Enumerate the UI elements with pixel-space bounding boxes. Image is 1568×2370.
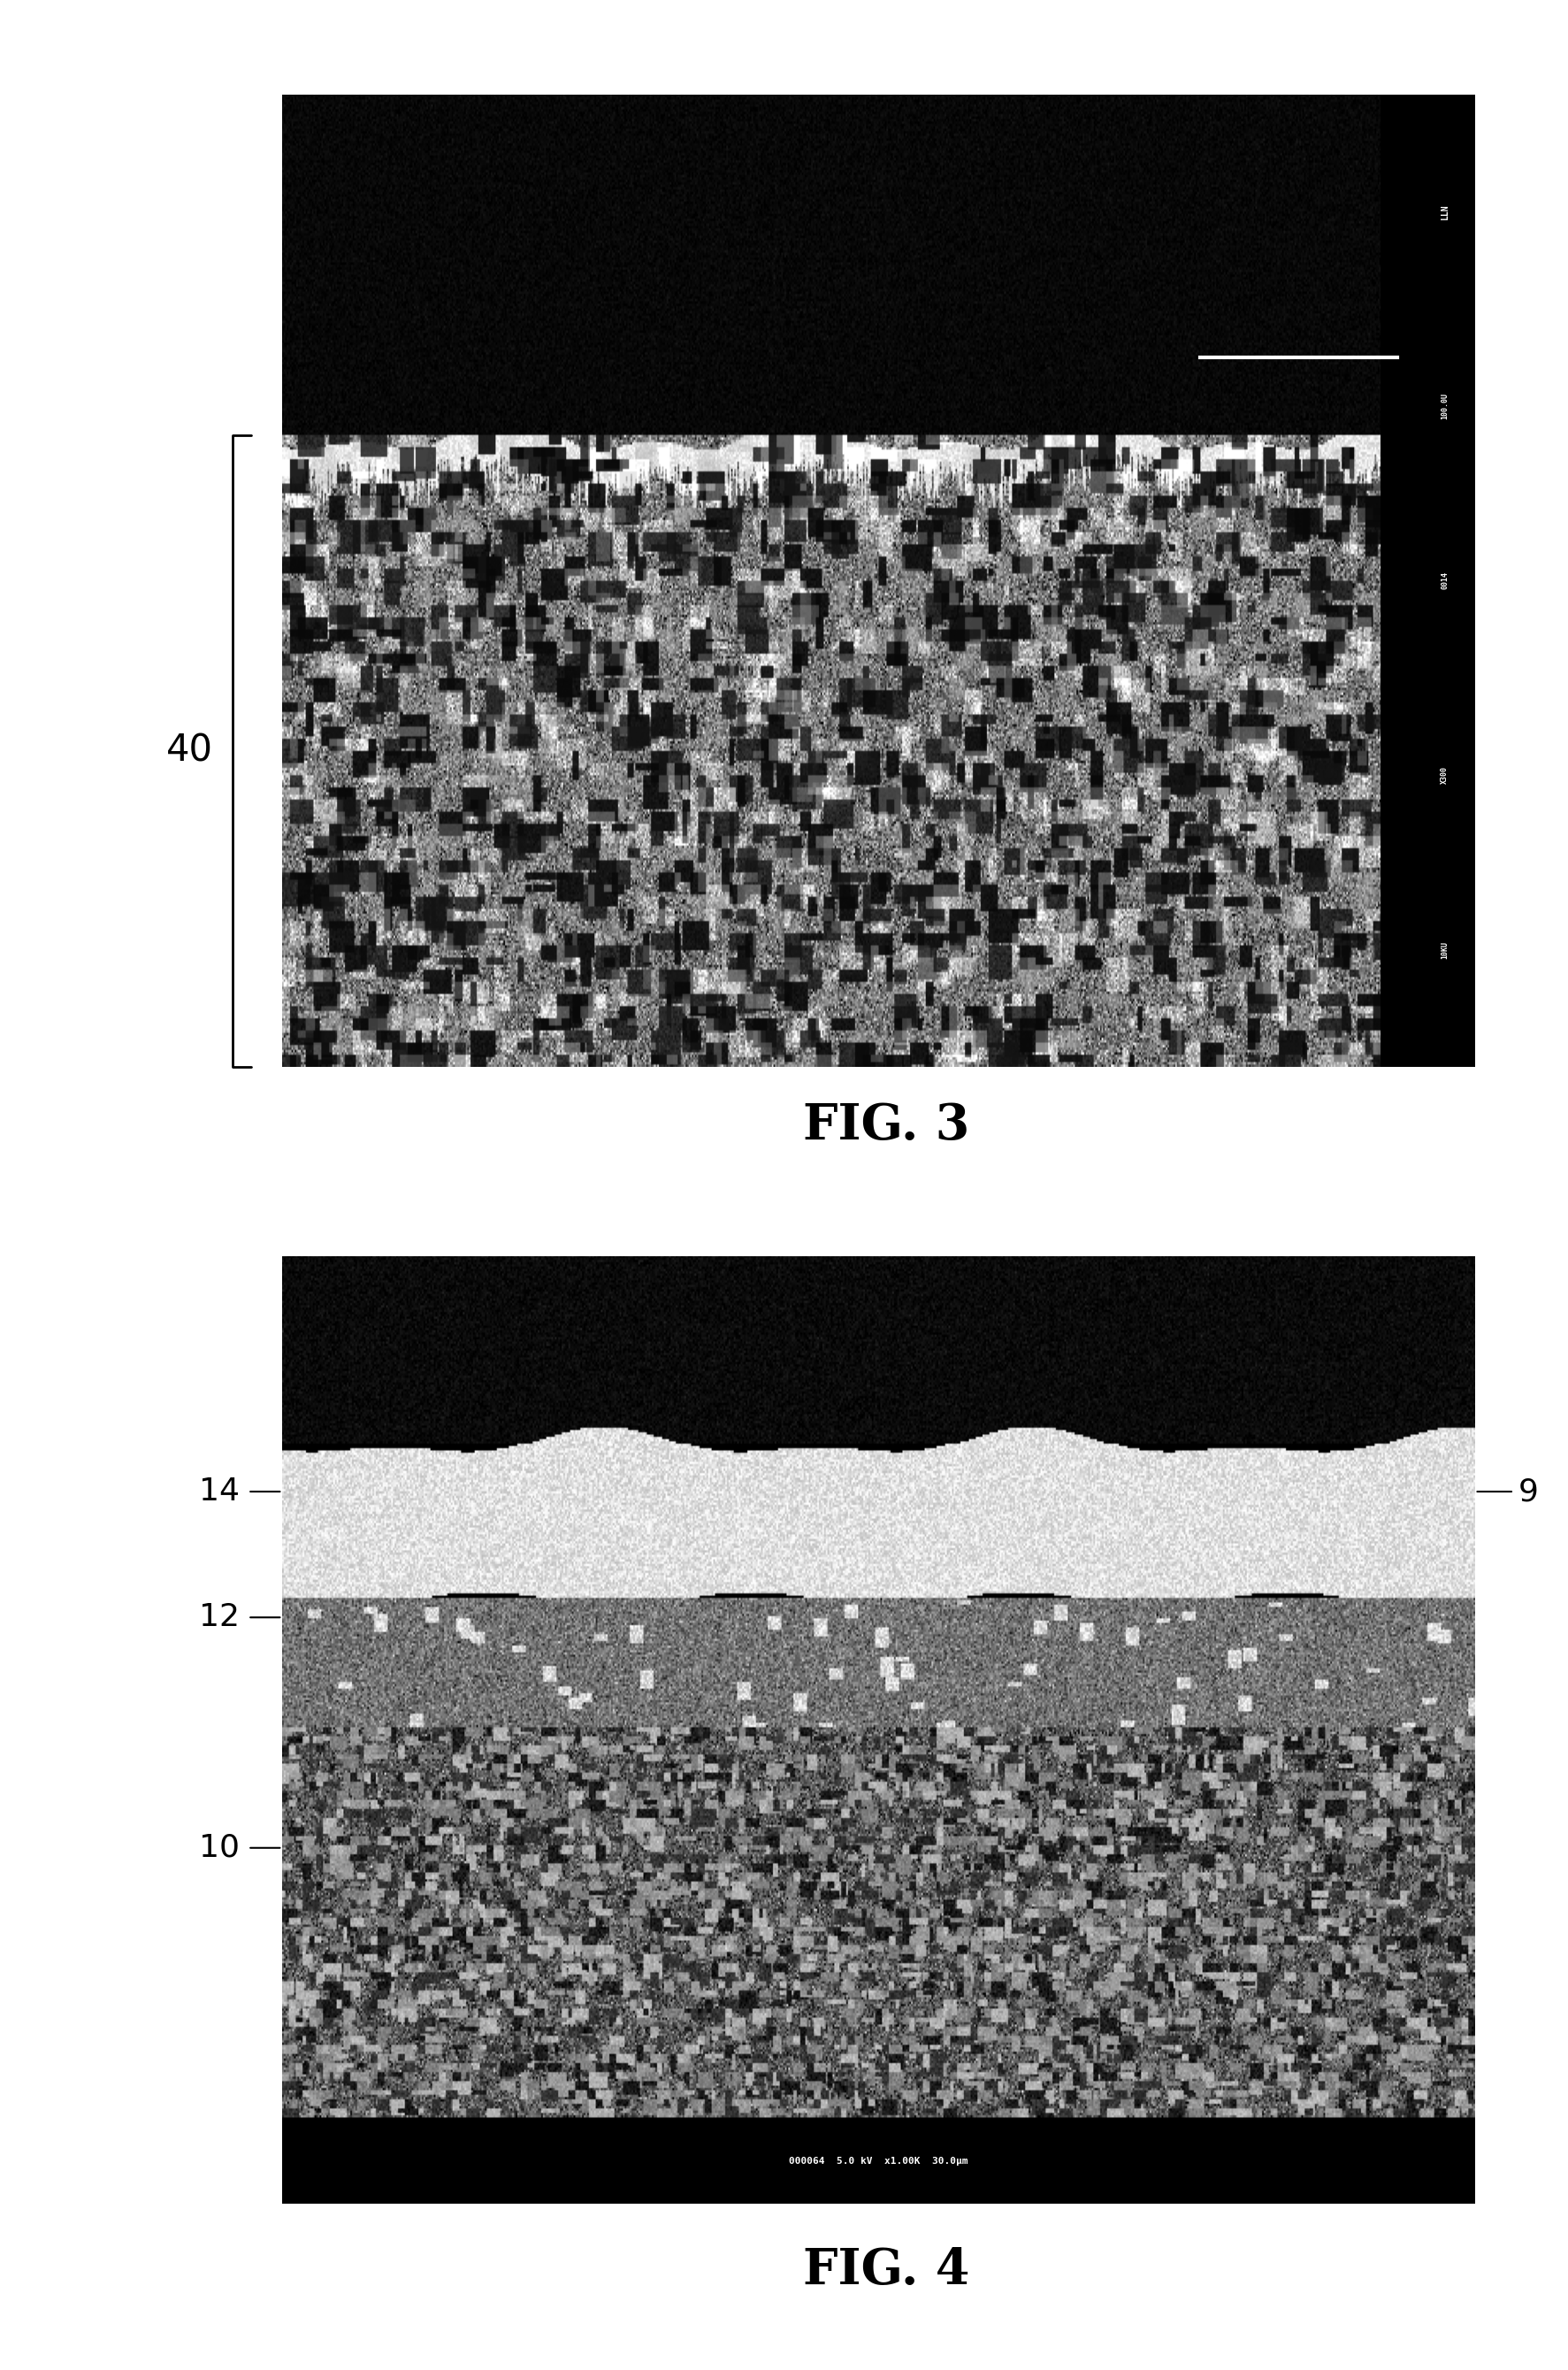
Text: FIG. 3: FIG. 3 — [803, 1102, 969, 1149]
Text: X300: X300 — [1439, 766, 1449, 784]
Text: 10KU: 10KU — [1439, 941, 1449, 960]
Text: 12: 12 — [199, 1602, 240, 1633]
Text: 9: 9 — [1518, 1477, 1538, 1507]
Text: FIG. 4: FIG. 4 — [803, 2247, 969, 2294]
Text: 100.0U: 100.0U — [1439, 393, 1449, 419]
Bar — [1380, 95, 1474, 1067]
Text: 000064  5.0 kV  x1.00K  30.0μm: 000064 5.0 kV x1.00K 30.0μm — [789, 2157, 967, 2166]
Text: 10: 10 — [199, 1832, 240, 1863]
Text: LLN: LLN — [1439, 204, 1449, 218]
Text: 14: 14 — [199, 1477, 240, 1507]
Text: 0014: 0014 — [1439, 571, 1449, 590]
Text: 40: 40 — [166, 732, 213, 770]
